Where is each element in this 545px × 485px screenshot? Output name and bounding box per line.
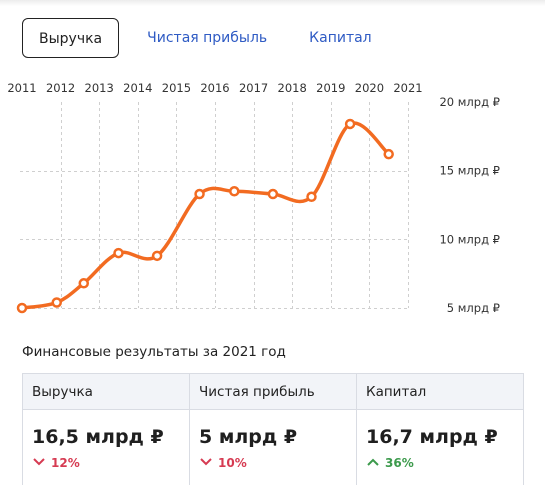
card-net-profit-value: 5 млрд ₽ (199, 426, 298, 448)
x-tick-label: 2011 (7, 81, 36, 95)
card-capital-label: Капитал (357, 374, 523, 410)
x-tick-label: 2019 (316, 81, 345, 95)
tab-net-profit[interactable]: Чистая прибыль (147, 30, 268, 46)
data-point (51, 297, 62, 308)
card-net-profit: Чистая прибыль 5 млрд ₽ 10% (190, 374, 357, 485)
x-tick-label: 2018 (278, 81, 307, 95)
results-cards: Выручка 16,5 млрд ₽ 12% Чистая прибыль 5… (22, 373, 524, 485)
data-point (306, 191, 317, 203)
card-revenue-value: 16,5 млрд ₽ (32, 426, 164, 448)
card-net-profit-change: 10% (199, 456, 247, 470)
tab-bar: Выручка Чистая прибыль Капитал (22, 17, 372, 59)
x-tick-label: 2020 (355, 81, 384, 95)
data-point (151, 250, 163, 262)
data-point (383, 148, 394, 160)
x-tick-label: 2016 (200, 81, 229, 95)
x-tick-label: 2015 (162, 81, 191, 95)
card-capital-change-value: 36% (385, 456, 414, 470)
data-point (344, 118, 356, 130)
data-point (78, 278, 90, 289)
x-tick-label: 2017 (239, 81, 268, 95)
card-net-profit-label: Чистая прибыль (190, 374, 356, 410)
results-subtitle: Финансовые результаты за 2021 год (22, 344, 286, 360)
card-capital: Капитал 16,7 млрд ₽ 36% (357, 374, 523, 485)
y-tick-label: 20 млрд ₽ (439, 95, 500, 109)
x-tick-label: 2012 (46, 81, 75, 95)
data-point (194, 188, 205, 200)
chevron-down-icon (32, 456, 46, 470)
card-revenue-change: 12% (32, 456, 80, 470)
tab-capital[interactable]: Капитал (309, 30, 372, 46)
card-capital-change: 36% (366, 456, 414, 470)
data-point (229, 186, 240, 197)
y-tick-label: 10 млрд ₽ (439, 232, 500, 246)
top-shadow (0, 0, 545, 6)
card-revenue-change-value: 12% (51, 456, 80, 470)
chevron-up-icon (366, 456, 380, 470)
data-point (267, 188, 279, 200)
card-revenue: Выручка 16,5 млрд ₽ 12% (23, 374, 190, 485)
tab-revenue[interactable]: Выручка (22, 18, 120, 58)
y-tick-label: 15 млрд ₽ (439, 164, 500, 178)
x-tick-label: 2014 (123, 81, 152, 95)
card-net-profit-change-value: 10% (218, 456, 247, 470)
x-tick-label: 2013 (85, 81, 114, 95)
revenue-line-chart: 2011 2012 2013 2014 2015 2016 2017 2018 2019 2020… (7, 81, 500, 315)
card-revenue-label: Выручка (23, 374, 189, 410)
data-point (16, 302, 28, 314)
card-capital-value: 16,7 млрд ₽ (366, 426, 498, 448)
x-tick-label: 2021 (393, 81, 422, 95)
revenue-line (20, 121, 391, 310)
data-point (113, 247, 124, 259)
chevron-down-icon (199, 456, 213, 470)
y-tick-label: 5 млрд ₽ (447, 301, 500, 315)
